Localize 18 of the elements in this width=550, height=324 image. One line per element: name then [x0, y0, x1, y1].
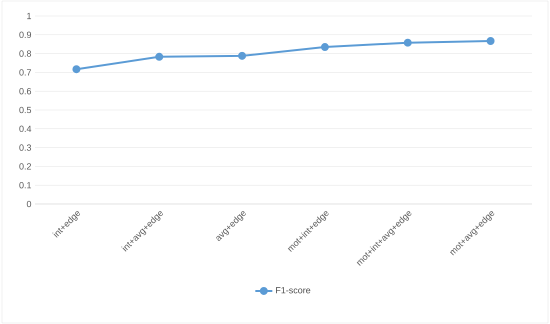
y-tick-label: 0.3 — [19, 144, 32, 151]
y-tick-label: 0.6 — [19, 88, 32, 94]
y-tick-label: 0.5 — [19, 106, 32, 114]
point — [155, 52, 164, 61]
point — [320, 43, 329, 52]
y-tick-label: 0 — [26, 200, 32, 208]
y-tick-label: 0.4 — [19, 126, 32, 132]
y-tick-label: 0.2 — [19, 163, 32, 170]
point — [72, 65, 80, 74]
y-tick-label: 1 — [27, 12, 32, 20]
y-tick-label: 0.9 — [19, 32, 32, 38]
y-tick-label: 0.7 — [19, 69, 32, 76]
y-tick-label: 0.8 — [19, 50, 32, 57]
y-tick-label: 0.1 — [19, 182, 32, 188]
point — [486, 37, 495, 45]
legend-label: F1-score — [276, 287, 310, 294]
point — [238, 52, 246, 60]
point — [404, 38, 412, 47]
